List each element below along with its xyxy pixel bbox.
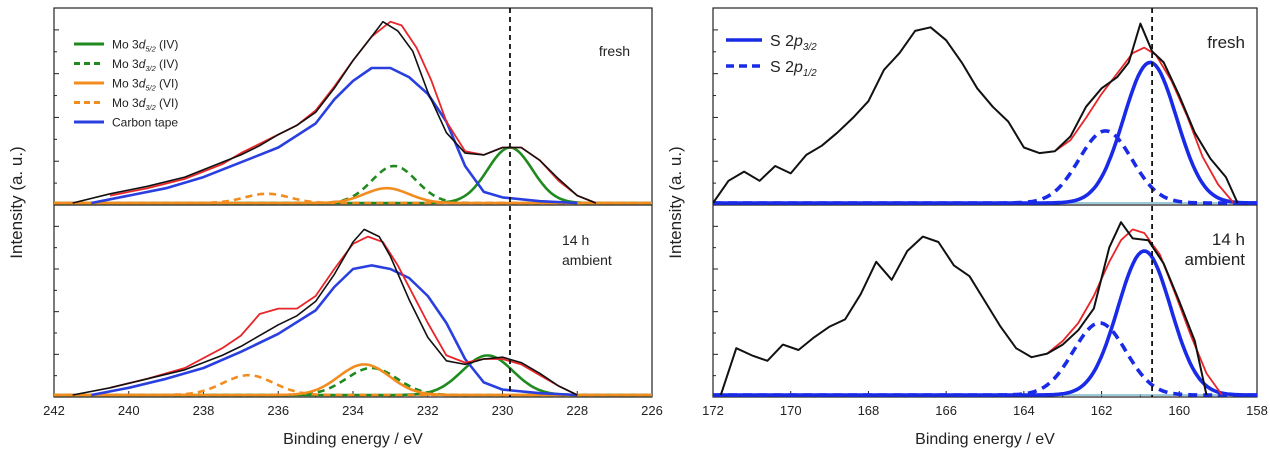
measured-line xyxy=(72,20,597,204)
fit-peak-s2p-dashed xyxy=(713,129,1257,205)
subpanel-ambient xyxy=(713,221,1257,397)
chart-panel-mo3d: 242 240 238 236 234 232 230 228 226 Binding energ… xyxy=(7,7,663,448)
y-axis-label: Intensity (a. u.) xyxy=(7,146,26,258)
measured-line xyxy=(72,228,578,396)
x-tick-label: 162 xyxy=(1091,403,1113,418)
x-tick-label: 160 xyxy=(1168,403,1190,418)
measured-line xyxy=(713,22,1239,204)
subpanel-fresh xyxy=(713,22,1257,205)
legend-label-subscript: 5/2 xyxy=(145,45,156,54)
x-tick-label: 158 xyxy=(1246,403,1268,418)
fit-peak-s2p-solid xyxy=(713,60,1257,205)
x-tick-label: 242 xyxy=(43,403,65,418)
legend-label-suffix: (IV) xyxy=(156,57,179,71)
envelope-line xyxy=(1054,46,1235,204)
envelope-line xyxy=(109,20,597,204)
subpanel-label: fresh xyxy=(599,43,630,59)
legend-label-orbital: p xyxy=(793,59,803,76)
envelope-line xyxy=(109,235,578,396)
fit-peak-mo_vi-dashed xyxy=(54,192,652,205)
legend-label-orbital: d xyxy=(139,37,146,51)
fit-peak-mo_iv-dashed xyxy=(54,366,652,397)
legend-label-subscript: 5/2 xyxy=(145,84,156,93)
legend-label-orbital: d xyxy=(139,96,146,110)
subpanel-label: 14 h xyxy=(1212,230,1245,249)
x-tick-label: 240 xyxy=(118,403,140,418)
legend-label-subscript: 3/2 xyxy=(145,64,156,73)
carbon-tape-line xyxy=(91,264,578,397)
x-tick-label: 230 xyxy=(492,403,514,418)
legend-label: Mo 3d3/2 (IV) xyxy=(112,57,178,73)
x-axis-label: Binding energy / eV xyxy=(283,431,423,448)
legend: S 2p3/2S 2p1/2 xyxy=(726,33,817,79)
fit-peak-s2p-dashed xyxy=(713,321,1257,397)
legend-label-orbital: d xyxy=(139,76,146,90)
subpanel-fresh xyxy=(54,20,652,205)
chart-panel-s2p: 172 170 168 166 164 162 160 158 Binding energy /… xyxy=(666,7,1268,448)
legend-label: Mo 3d3/2 (VI) xyxy=(112,96,178,112)
envelope-line xyxy=(1046,228,1223,396)
legend-label-suffix: (VI) xyxy=(156,76,179,90)
carbon-tape-line xyxy=(91,66,578,205)
x-tick-label: 238 xyxy=(193,403,215,418)
legend-label-suffix: (IV) xyxy=(156,37,179,51)
legend-label-orbital: d xyxy=(139,57,146,71)
x-tick-label: 172 xyxy=(702,403,724,418)
subpanel-label: ambient xyxy=(562,252,612,268)
legend-label-subscript: 3/2 xyxy=(145,103,156,112)
legend-label-prefix: Mo 3 xyxy=(112,76,139,90)
x-tick-label: 164 xyxy=(1013,403,1035,418)
legend-label-subscript: 3/2 xyxy=(803,42,817,53)
legend: Mo 3d5/2 (IV)Mo 3d3/2 (IV)Mo 3d5/2 (VI)M… xyxy=(74,37,178,129)
x-tick-label: 236 xyxy=(267,403,289,418)
x-tick-label: 170 xyxy=(780,403,802,418)
legend-label-prefix: Mo 3 xyxy=(112,57,139,71)
legend-label-prefix: Mo 3 xyxy=(112,37,139,51)
legend-label-prefix: S 2 xyxy=(770,33,794,50)
measured-line xyxy=(719,221,1208,396)
x-tick-label: 226 xyxy=(641,403,663,418)
x-tick-label: 228 xyxy=(566,403,588,418)
legend-label: S 2p3/2 xyxy=(770,33,817,53)
subpanel-label: ambient xyxy=(1185,250,1246,269)
fit-peak-s2p-solid xyxy=(713,249,1257,397)
x-tick-label: 234 xyxy=(342,403,364,418)
x-tick-label: 168 xyxy=(858,403,880,418)
y-axis-label: Intensity (a. u.) xyxy=(666,146,685,258)
legend-label-subscript: 1/2 xyxy=(803,68,817,79)
legend-label: Mo 3d5/2 (IV) xyxy=(112,37,178,53)
legend-label-orbital: p xyxy=(793,33,803,50)
subpanel-label: fresh xyxy=(1207,33,1245,52)
x-tick-label: 232 xyxy=(417,403,439,418)
legend-label-prefix: S 2 xyxy=(770,59,794,76)
legend-label: Mo 3d5/2 (VI) xyxy=(112,76,178,92)
legend-label-prefix: Mo 3 xyxy=(112,96,139,110)
subpanel-label: 14 h xyxy=(562,232,589,248)
legend-label: S 2p1/2 xyxy=(770,59,817,79)
legend-label: Carbon tape xyxy=(112,115,178,129)
subpanel-ambient xyxy=(54,228,652,397)
x-tick-label: 166 xyxy=(935,403,957,418)
x-axis-label: Binding energy / eV xyxy=(915,431,1055,448)
legend-label-suffix: (VI) xyxy=(156,96,179,110)
legend-label-prefix: Carbon tape xyxy=(112,115,178,129)
fit-peak-mo_iv-solid xyxy=(54,146,652,205)
